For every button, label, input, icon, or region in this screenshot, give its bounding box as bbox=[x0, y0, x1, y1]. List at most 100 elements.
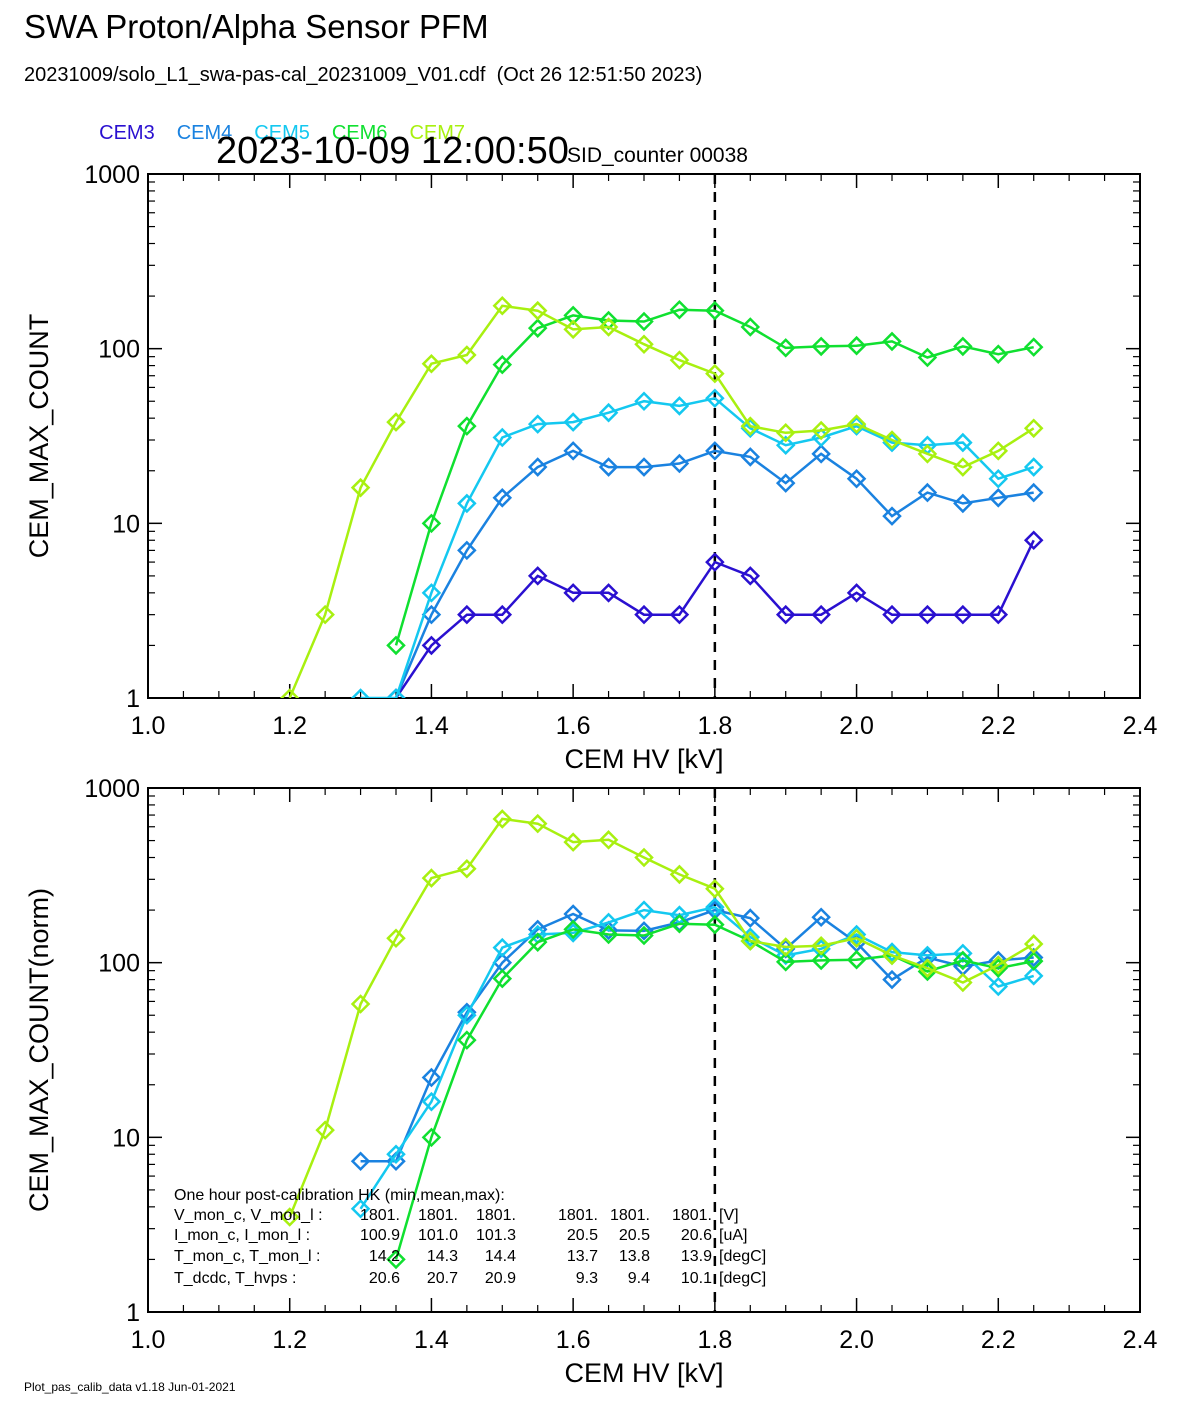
data-point bbox=[421, 513, 442, 534]
data-point bbox=[846, 414, 867, 434]
data-point bbox=[421, 868, 442, 888]
series-cem7 bbox=[279, 296, 1044, 698]
hk-value: 14.2 bbox=[369, 1248, 400, 1265]
data-point bbox=[386, 688, 406, 698]
series-line-cem7 bbox=[288, 817, 1035, 1218]
data-point bbox=[457, 493, 477, 514]
data-point bbox=[279, 688, 300, 698]
series-line-cem4 bbox=[360, 908, 1034, 1163]
data-point bbox=[846, 468, 867, 489]
data-point bbox=[740, 931, 761, 951]
data-point bbox=[598, 830, 619, 850]
data-point bbox=[421, 583, 442, 603]
series-cem5 bbox=[350, 388, 1044, 698]
data-point bbox=[421, 1091, 442, 1112]
data-point bbox=[457, 604, 477, 625]
x-tick-label: 2.0 bbox=[839, 1326, 874, 1354]
hk-value: 20.5 bbox=[619, 1227, 650, 1244]
data-point bbox=[846, 416, 867, 436]
data-point bbox=[634, 900, 654, 920]
legend-cem6: CEM6 bbox=[331, 122, 388, 144]
data-point bbox=[882, 942, 902, 962]
y-tick-label: 1 bbox=[126, 1299, 140, 1327]
data-point bbox=[669, 604, 690, 625]
data-point bbox=[1023, 966, 1044, 986]
data-point bbox=[705, 441, 725, 461]
hk-value: 13.8 bbox=[619, 1248, 650, 1265]
data-point bbox=[740, 908, 761, 928]
data-point bbox=[953, 604, 973, 625]
x-tick-label: 1.2 bbox=[272, 712, 307, 740]
data-point bbox=[811, 336, 831, 357]
data-point bbox=[669, 913, 690, 934]
data-point bbox=[563, 319, 583, 340]
hk-row-label: T_mon_c, T_mon_l : bbox=[174, 1248, 320, 1265]
data-point bbox=[527, 919, 548, 940]
data-point bbox=[563, 919, 583, 940]
data-point bbox=[492, 937, 513, 958]
hk-value: 1801. bbox=[610, 1207, 650, 1224]
data-point bbox=[988, 604, 1009, 625]
x-tick-label: 2.2 bbox=[981, 712, 1016, 740]
data-point bbox=[563, 441, 583, 461]
hk-row-label: I_mon_c, I_mon_l : bbox=[174, 1227, 310, 1244]
series-cem6 bbox=[386, 299, 1044, 656]
y-tick-label: 1 bbox=[126, 685, 140, 713]
data-point bbox=[988, 976, 1009, 997]
data-point bbox=[917, 961, 938, 982]
data-point bbox=[634, 457, 654, 477]
data-point bbox=[527, 813, 548, 834]
data-point bbox=[1023, 482, 1044, 503]
data-point bbox=[598, 402, 619, 423]
data-point bbox=[350, 688, 371, 698]
data-point bbox=[421, 1127, 442, 1148]
data-point bbox=[563, 305, 583, 326]
data-point bbox=[1023, 418, 1044, 439]
chart-panel-1: 1.0 1.2 1.4 1.6 1.8 2.0 2.2 2.4 1 10 100 1000 CEM HV… bbox=[24, 161, 1157, 774]
data-point bbox=[386, 928, 406, 949]
data-point bbox=[598, 457, 619, 477]
data-point bbox=[882, 430, 902, 450]
data-point bbox=[1023, 934, 1044, 954]
x-tick-label: 2.2 bbox=[981, 1326, 1016, 1354]
data-point bbox=[527, 457, 548, 477]
data-point bbox=[740, 566, 761, 586]
timestamp: 2023-10-09 12:00:50 bbox=[216, 130, 569, 172]
data-point bbox=[527, 300, 548, 321]
data-point bbox=[669, 453, 690, 474]
chart-panel-2: 1.0 1.2 1.4 1.6 1.8 2.0 2.2 2.4 1 10 100 1000 CEM HV… bbox=[24, 775, 1157, 1388]
hk-value: 20.9 bbox=[485, 1270, 516, 1287]
hk-table-title: One hour post-calibration HK (min,mean,m… bbox=[174, 1187, 505, 1204]
data-point bbox=[775, 422, 796, 443]
data-point bbox=[563, 412, 583, 432]
data-point bbox=[775, 952, 796, 972]
data-point bbox=[1023, 947, 1044, 968]
data-point bbox=[740, 317, 761, 337]
data-point bbox=[669, 396, 690, 416]
data-point bbox=[669, 350, 690, 370]
x-tick-label: 2.4 bbox=[1123, 712, 1158, 740]
data-point bbox=[598, 310, 619, 331]
legend: CEM3 CEM4 CEM5 CEM6 CEM7 bbox=[88, 99, 487, 145]
data-point bbox=[811, 907, 831, 928]
data-point bbox=[492, 488, 513, 508]
data-point bbox=[492, 604, 513, 625]
hk-value: 20.7 bbox=[427, 1270, 458, 1287]
data-point bbox=[386, 635, 406, 656]
data-point bbox=[386, 1249, 406, 1270]
data-point bbox=[598, 583, 619, 603]
data-point bbox=[775, 338, 796, 358]
data-point bbox=[492, 968, 513, 989]
data-point bbox=[1023, 951, 1044, 971]
data-point bbox=[882, 969, 902, 990]
series-line-cem3 bbox=[394, 539, 1035, 698]
data-point bbox=[598, 924, 619, 945]
x-axis-title: CEM HV [kV] bbox=[564, 744, 723, 774]
data-point bbox=[386, 412, 406, 432]
hk-value: 20.5 bbox=[567, 1227, 598, 1244]
x-tick-label: 1.4 bbox=[414, 712, 449, 740]
data-point bbox=[953, 336, 973, 357]
data-point bbox=[953, 432, 973, 453]
data-point bbox=[953, 457, 973, 477]
